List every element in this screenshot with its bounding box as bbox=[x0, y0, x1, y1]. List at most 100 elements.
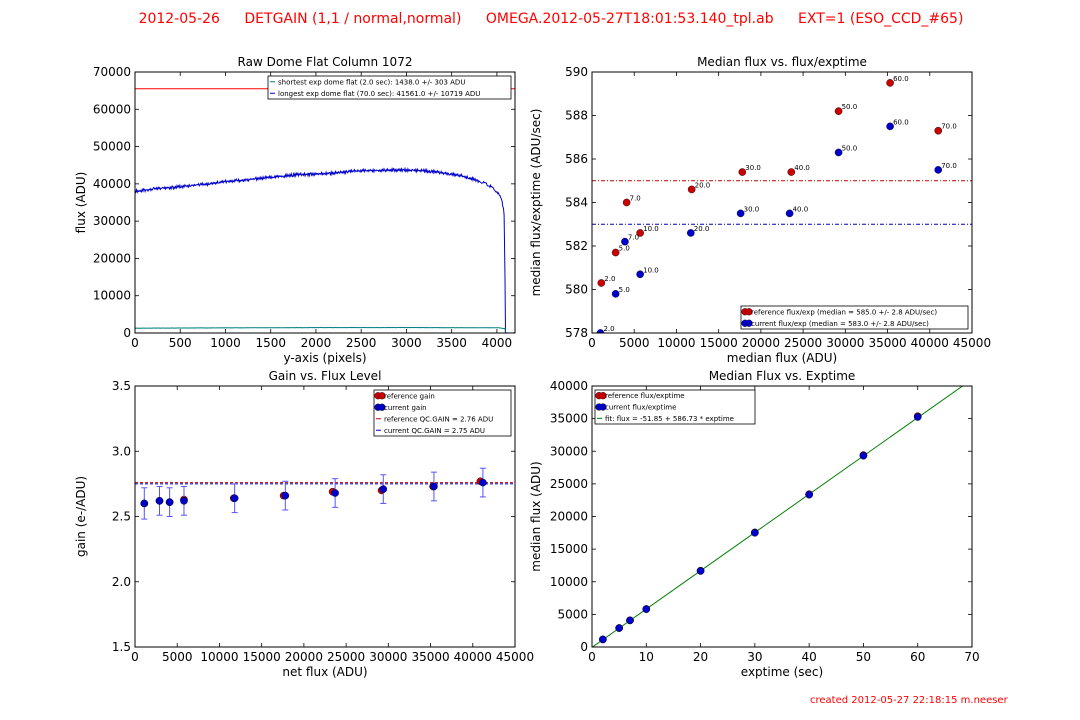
data-point bbox=[140, 499, 149, 508]
data-point bbox=[615, 624, 623, 632]
x-tick-label: 0 bbox=[588, 336, 596, 350]
legend-label: reference gain bbox=[384, 392, 435, 400]
x-tick-label: 1500 bbox=[255, 336, 286, 350]
y-axis-label: flux (ADU) bbox=[74, 172, 88, 234]
y-tick-label: 15000 bbox=[550, 542, 588, 556]
legend-box bbox=[267, 75, 512, 100]
chart-title: Gain vs. Flux Level bbox=[269, 369, 382, 383]
series-line bbox=[135, 326, 515, 333]
x-tick-label: 15000 bbox=[243, 650, 281, 664]
chart-title: Median Flux vs. Exptime bbox=[709, 369, 856, 383]
data-point bbox=[934, 166, 943, 174]
y-tick-label: 580 bbox=[565, 283, 588, 297]
fit-line bbox=[592, 386, 964, 647]
data-point bbox=[642, 605, 651, 613]
x-tick-label: 2500 bbox=[346, 336, 377, 350]
data-point bbox=[687, 185, 696, 194]
plot-area bbox=[592, 386, 964, 647]
point-label: 70.0 bbox=[941, 162, 957, 170]
x-tick-label: 500 bbox=[169, 336, 192, 350]
data-point bbox=[621, 237, 629, 246]
legend-marker bbox=[599, 403, 607, 411]
y-tick-label: 586 bbox=[565, 152, 588, 166]
y-tick-label: 20000 bbox=[93, 251, 131, 265]
point-label: 60.0 bbox=[893, 75, 909, 83]
data-point bbox=[787, 168, 796, 176]
legend-marker bbox=[599, 392, 607, 400]
y-tick-label: 30000 bbox=[550, 444, 588, 458]
legend-label: current flux/exptime bbox=[605, 404, 676, 412]
data-point bbox=[751, 528, 759, 537]
x-tick-label: 0 bbox=[588, 650, 596, 664]
plot-frame bbox=[134, 71, 516, 334]
point-label: 20.0 bbox=[694, 225, 710, 233]
legend-box bbox=[740, 305, 969, 330]
x-tick-label: 10 bbox=[639, 650, 654, 664]
x-tick-label: 45000 bbox=[496, 650, 534, 664]
x-tick-label: 35000 bbox=[868, 336, 906, 350]
plot-frame bbox=[591, 385, 973, 648]
point-label: 50.0 bbox=[842, 144, 858, 152]
data-point bbox=[736, 209, 745, 218]
y-tick-label: 1.5 bbox=[112, 640, 131, 654]
header-mode: DETGAIN (1,1 / normal,normal) bbox=[244, 11, 462, 27]
x-tick-label: 0 bbox=[131, 650, 139, 664]
series-line bbox=[135, 166, 515, 333]
data-point bbox=[479, 478, 487, 487]
data-point bbox=[738, 168, 747, 176]
data-point bbox=[230, 494, 239, 503]
legend-marker bbox=[745, 308, 753, 316]
x-axis-label: y-axis (pixels) bbox=[283, 351, 366, 365]
x-axis-label: exptime (sec) bbox=[741, 665, 823, 679]
legend-label: longest exp dome flat (70.0 sec): 41561.… bbox=[278, 90, 480, 98]
legend-marker bbox=[745, 319, 753, 327]
y-tick-label: 10000 bbox=[550, 575, 588, 589]
x-tick-label: 2000 bbox=[301, 336, 332, 350]
legend-label: reference flux/exp (median = 585.0 +/- 2… bbox=[751, 308, 937, 316]
y-tick-label: 40000 bbox=[550, 379, 588, 393]
x-tick-label: 40 bbox=[802, 650, 817, 664]
data-point bbox=[805, 490, 813, 499]
x-tick-label: 60 bbox=[910, 650, 925, 664]
point-label: 2.0 bbox=[603, 325, 614, 333]
point-label: 2.0 bbox=[604, 275, 615, 283]
chart-median_flux_vs_rate: Median flux vs. flux/exptime median flux … bbox=[529, 55, 991, 365]
x-tick-label: 3000 bbox=[391, 336, 422, 350]
x-tick-label: 1000 bbox=[210, 336, 241, 350]
legend-label: current flux/exp (median = 583.0 +/- 2.8… bbox=[751, 320, 929, 328]
footer-created: created 2012-05-27 22:18:15 m.neeser bbox=[810, 695, 1008, 706]
y-tick-label: 0 bbox=[580, 640, 588, 654]
y-tick-label: 60000 bbox=[93, 102, 131, 116]
y-tick-label: 3.0 bbox=[112, 444, 131, 458]
x-tick-label: 20000 bbox=[742, 336, 780, 350]
data-point bbox=[622, 198, 631, 207]
legend-marker bbox=[378, 392, 386, 400]
plot-area bbox=[135, 467, 515, 520]
point-label: 40.0 bbox=[794, 164, 810, 172]
y-tick-label: 20000 bbox=[550, 510, 588, 524]
chart-title: Median flux vs. flux/exptime bbox=[697, 55, 867, 69]
data-point bbox=[165, 498, 174, 506]
header-ext: EXT=1 (ESO_CCD_#65) bbox=[798, 11, 964, 27]
data-point bbox=[834, 148, 843, 157]
y-axis-label: median flux (ADU) bbox=[529, 461, 543, 571]
y-tick-label: 10000 bbox=[93, 289, 131, 303]
x-axis-label: median flux (ADU) bbox=[727, 351, 837, 365]
plot-area bbox=[592, 79, 972, 333]
data-point bbox=[155, 497, 164, 505]
x-axis-label: net flux (ADU) bbox=[282, 665, 367, 679]
data-point bbox=[611, 290, 620, 298]
y-tick-label: 25000 bbox=[550, 477, 588, 491]
x-tick-label: 5000 bbox=[619, 336, 650, 350]
header-file: OMEGA.2012-05-27T18:01:53.140_tpl.ab bbox=[485, 11, 774, 27]
x-tick-label: 35000 bbox=[411, 650, 449, 664]
point-label: 5.0 bbox=[619, 245, 630, 253]
point-label: 10.0 bbox=[643, 266, 659, 274]
x-tick-label: 4000 bbox=[482, 336, 513, 350]
chart-gain_vs_flux: Gain vs. Flux Level net flux (ADU) gain (e… bbox=[74, 369, 534, 679]
y-tick-label: 30000 bbox=[93, 214, 131, 228]
point-label: 50.0 bbox=[842, 103, 858, 111]
x-tick-label: 30000 bbox=[369, 650, 407, 664]
